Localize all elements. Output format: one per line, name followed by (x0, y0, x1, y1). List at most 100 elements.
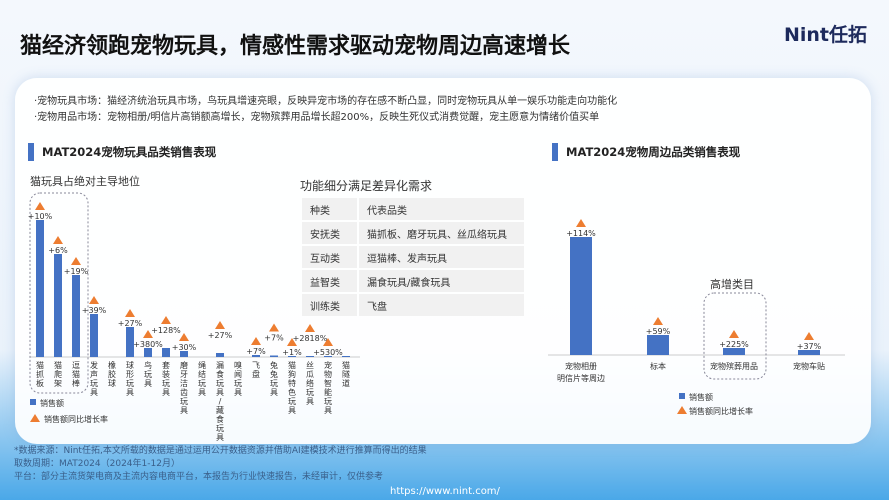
left-section-header: MAT2024宠物玩具品类销售表现 (28, 143, 216, 161)
category-label-char: 狗 (288, 369, 296, 379)
high-growth-box (703, 292, 767, 380)
table-row: 训练类 飞盘 (302, 294, 524, 316)
growth-label: +27% (208, 331, 233, 340)
dominant-highlight-box (29, 192, 89, 394)
growth-marker (35, 202, 45, 210)
footer-url[interactable]: https://www.nint.com/ (390, 486, 500, 497)
growth-label: +37% (797, 342, 822, 351)
category-label-char: 结 (198, 369, 206, 379)
category-label-char: 藏 (216, 405, 224, 415)
category-label-char: 玩 (288, 397, 296, 406)
category-label-char: 球 (126, 360, 134, 370)
bar-猫狗特色玩具 (288, 356, 296, 357)
growth-label: +114% (566, 229, 596, 238)
category-label: 标本 (650, 361, 666, 371)
table-cell: 训练类 (302, 294, 357, 316)
growth-label: +6% (48, 246, 68, 255)
category-label-char: 具 (162, 388, 170, 397)
growth-marker (323, 338, 333, 346)
category-label-char: 猫 (72, 369, 80, 379)
category-label-char: 具 (288, 406, 296, 415)
category-label-char: 玩 (234, 379, 242, 388)
growth-label: +225% (719, 340, 749, 349)
growth-label: +39% (82, 306, 107, 315)
category-label: 宠物车贴 (793, 361, 825, 371)
category-label-char: 闻 (234, 370, 242, 379)
growth-marker (251, 337, 261, 345)
bar-兔兔玩具 (270, 355, 278, 357)
growth-marker (125, 309, 135, 317)
growth-marker (215, 321, 225, 329)
category-label-char: 兔 (270, 360, 278, 370)
category-label-char: 具 (144, 379, 152, 388)
growth-label: +530% (313, 348, 343, 357)
category-label-char: 智 (324, 378, 332, 388)
category-label-char: 道 (342, 378, 350, 388)
category-label-char: 特 (288, 378, 296, 388)
growth-label: +10% (28, 212, 53, 221)
table-row: 安抚类 猫抓板、磨牙玩具、丝瓜络玩具 (302, 222, 524, 244)
category-label-char: 具 (324, 406, 332, 415)
category-label-char: 具 (90, 388, 98, 397)
growth-marker (179, 333, 189, 341)
bullet-toys: ·宠物玩具市场：猫经济统治玩具市场，鸟玩具增速亮眼，反映异宠市场的存在感不断凸显… (34, 96, 618, 107)
category-label-char: 兔 (270, 369, 278, 379)
table-title: 功能细分满足差异化需求 (300, 179, 433, 193)
category-label-char: 玩 (270, 379, 278, 388)
category-label-char: 嗅 (234, 360, 242, 370)
bar-宠物智能玩具 (324, 356, 332, 357)
category-label-char: 爬 (54, 369, 62, 379)
bar-漏食玩具/藏食玩具 (216, 353, 224, 357)
bar-宠物车贴 (798, 350, 820, 355)
category-label-char: 逗 (72, 361, 80, 370)
table-header: 种类 代表品类 (302, 198, 524, 220)
category-label-char: 齿 (180, 388, 188, 397)
growth-marker (71, 257, 81, 265)
bar-标本 (647, 335, 669, 355)
category-label-char: 具 (270, 388, 278, 397)
growth-label: +30% (172, 343, 197, 352)
table-cell: 逗猫棒、发声玩具 (359, 246, 524, 268)
table-cell: 互动类 (302, 246, 357, 268)
growth-marker (576, 219, 586, 227)
table-cell: 猫抓板、磨牙玩具、丝瓜络玩具 (359, 222, 524, 244)
section-marker (28, 143, 34, 161)
bullet-supplies: ·宠物用品市场：宠物相册/明信片高销额高增长，宠物殡葬用品增长超200%，反映生… (34, 112, 600, 123)
category-label-char: 宠 (324, 360, 332, 370)
right-section-title: MAT2024宠物周边品类销售表现 (566, 145, 741, 159)
growth-marker (53, 236, 63, 244)
category-label-char: 飞 (252, 361, 260, 370)
legend-sales: 销售额 (689, 392, 713, 402)
category-label-char: 绳 (198, 360, 206, 370)
category-label-char: 洁 (180, 378, 188, 388)
left-section-title: MAT2024宠物玩具品类销售表现 (42, 145, 217, 159)
category-label-char: 玩 (324, 397, 332, 406)
category-label-char: 具 (234, 388, 242, 397)
highlight-label: 高增类目 (710, 278, 754, 291)
footer-period: 取数周期：MAT2024（2024年1-12月） (14, 459, 180, 469)
category-label-char: 棒 (72, 378, 80, 388)
category-label-char: 具 (216, 433, 224, 442)
nint-logo: Nint任拓 (783, 24, 867, 46)
bar-套装玩具 (162, 348, 170, 357)
category-label-char: 物 (324, 369, 332, 379)
category-label-char: 玩 (90, 379, 98, 388)
category-label-char: 色 (288, 387, 296, 397)
category-label: 宠物殡葬用品 (710, 361, 758, 371)
growth-marker (89, 296, 99, 304)
bar-丝瓜络玩具 (306, 356, 314, 357)
category-label-char: 隧 (342, 369, 350, 379)
bar-猫隧道 (342, 356, 350, 357)
category-label-char: 具 (306, 397, 314, 406)
page-title: 猫经济领跑宠物玩具，情感性需求驱动宠物周边高速增长 (20, 34, 571, 59)
growth-label: +128% (151, 326, 181, 335)
growth-marker (161, 316, 171, 324)
category-label-char: 玩 (216, 424, 224, 433)
bar-猫抓板 (36, 220, 44, 357)
category-label-char: 食 (216, 369, 224, 379)
growth-marker (269, 323, 279, 332)
category-label-char: 具 (126, 388, 134, 397)
category-label-char: 玩 (162, 379, 170, 388)
category-label-char: / (219, 397, 222, 406)
